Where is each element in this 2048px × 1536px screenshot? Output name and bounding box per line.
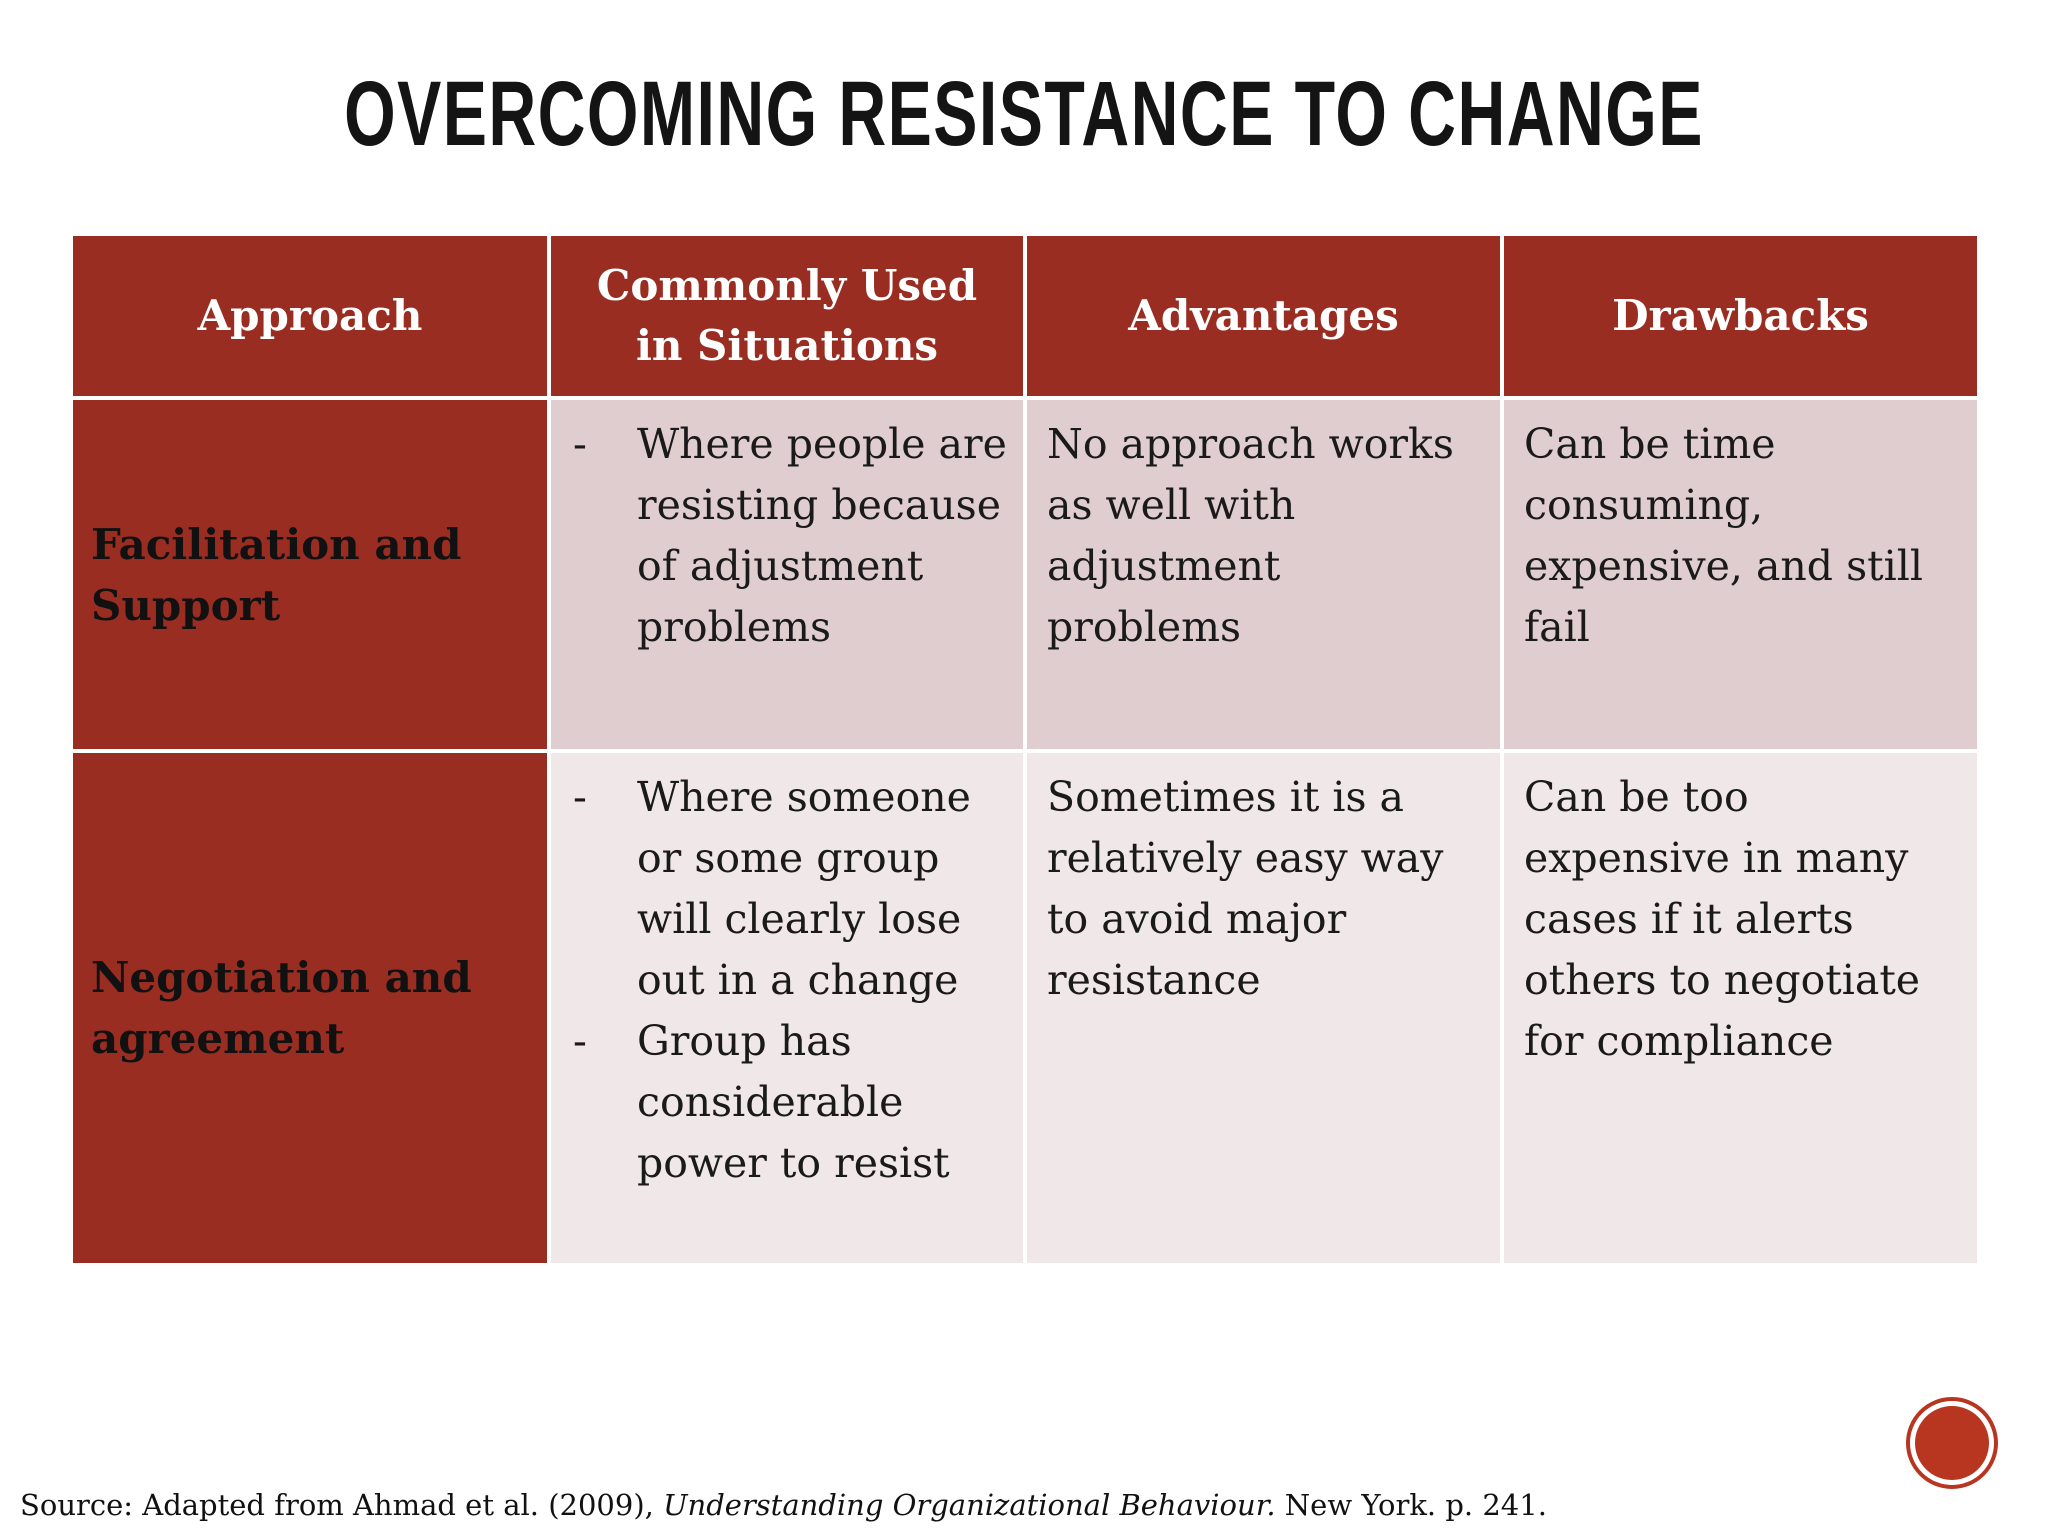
nav-button[interactable] <box>1902 1393 2002 1493</box>
drawbacks-cell: Can be time consuming, expensive, and st… <box>1504 400 1977 749</box>
approach-cell: Negotiation and agreement <box>73 753 547 1263</box>
situation-item: Where someone or some group will clearly… <box>573 767 1011 1011</box>
advantages-cell: Sometimes it is a relatively easy way to… <box>1027 753 1500 1263</box>
situations-cell: Where someone or some group will clearly… <box>551 753 1023 1263</box>
header-cell: Commonly Used in Situations <box>551 236 1023 396</box>
source-suffix: New York. p. 241. <box>1275 1488 1547 1522</box>
advantages-cell: No approach works as well with adjustmen… <box>1027 400 1500 749</box>
approach-text: Facilitation and Support <box>91 519 462 630</box>
approach-cell: Facilitation and Support <box>73 400 547 749</box>
header-cell: Approach <box>73 236 547 396</box>
situations-cell: Where people are resisting because of ad… <box>551 400 1023 749</box>
nav-dot <box>1915 1406 1989 1480</box>
approach-text: Negotiation and agreement <box>91 953 472 1063</box>
source-prefix: Source: Adapted from Ahmad et al. (2009)… <box>20 1488 664 1522</box>
situation-item: Where people are resisting because of ad… <box>573 414 1011 658</box>
slide-title: OVERCOMING RESISTANCE TO CHANGE <box>344 63 1704 165</box>
header-cell: Advantages <box>1027 236 1500 396</box>
source-work: Understanding Organizational Behaviour. <box>663 1488 1276 1522</box>
header-cell: Drawbacks <box>1504 236 1977 396</box>
source-citation: Source: Adapted from Ahmad et al. (2009)… <box>20 1488 1547 1522</box>
drawbacks-cell: Can be too expensive in many cases if it… <box>1504 753 1977 1263</box>
situation-item: Group has considerable power to resist <box>573 1011 1011 1194</box>
